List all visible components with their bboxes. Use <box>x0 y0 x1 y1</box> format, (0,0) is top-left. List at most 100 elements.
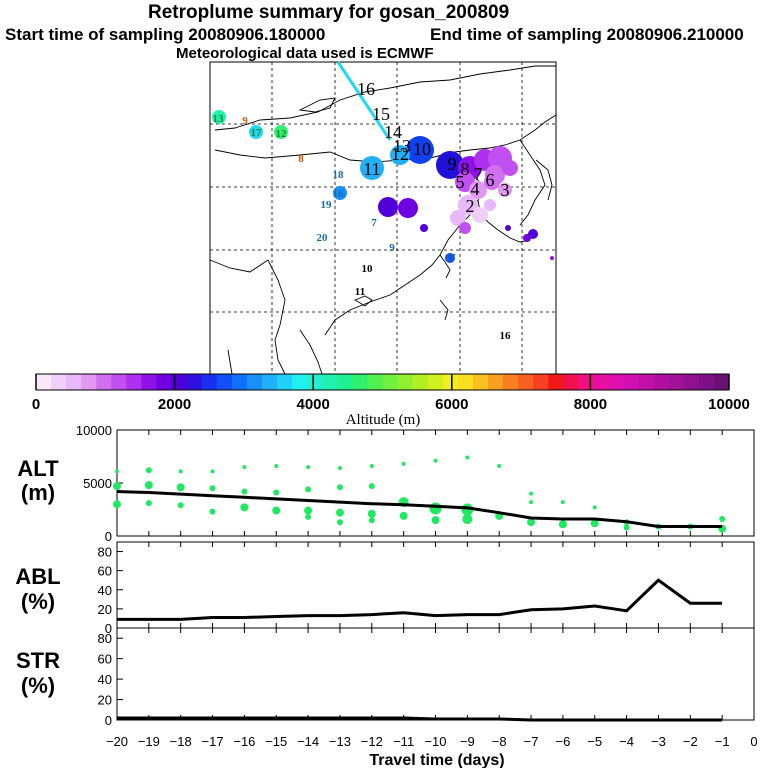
plume-label-13: 4 <box>471 179 480 199</box>
colorbar-tick-label-10000: 10000 <box>708 396 750 413</box>
colorbar-cell-41 <box>638 374 655 390</box>
colorbar-tick-label-4000: 4000 <box>297 396 330 413</box>
colorbar-cell-46 <box>713 374 730 390</box>
figure-title: Retroplume summary for gosan_200809 <box>148 2 510 23</box>
alt-point-25 <box>335 508 344 517</box>
met-data-label: Meteorological data used is ECMWF <box>176 45 434 62</box>
str-xtick-label-14: −7 <box>524 734 539 749</box>
colorbar-cell-7 <box>126 374 142 390</box>
plume-label-26: 9 <box>389 242 395 254</box>
alt-point-33 <box>399 511 408 520</box>
plume-label-3: 14 <box>384 122 402 142</box>
travel-time-xlabel: Travel time (days) <box>369 752 504 768</box>
colorbar-xlabel: Altitude (m) <box>346 412 421 428</box>
colorbar-cell-5 <box>96 374 112 390</box>
plume-track-line <box>336 61 392 141</box>
plume-circle-3 <box>360 156 384 180</box>
alt-point-15 <box>240 503 249 512</box>
plume-label-8: 9 <box>448 154 457 174</box>
str-panel-unit: (%) <box>21 673 55 698</box>
colorbar-cell-12 <box>201 374 218 390</box>
alt-point-14 <box>241 488 248 495</box>
str-frame <box>116 627 755 721</box>
abl-panel-label: ABL <box>15 564 60 589</box>
colorbar-cell-3 <box>66 374 82 390</box>
str-xtick-label-2: −19 <box>138 734 160 749</box>
alt-mean-line <box>116 490 723 528</box>
alt-point-30 <box>368 517 375 524</box>
alt-panel-label: ALT <box>17 456 59 481</box>
str-ytick-label-60: 60 <box>98 652 112 667</box>
alt-point-47 <box>592 505 597 510</box>
plume-circle-12 <box>502 160 518 176</box>
plume-circle-18 <box>459 222 471 234</box>
alt-point-1 <box>115 469 119 474</box>
plume-label-16: 13 <box>213 113 225 125</box>
plume-circle-1 <box>406 136 434 164</box>
plume-circle-16 <box>450 210 466 226</box>
abl-ytick-label-80: 80 <box>98 545 112 560</box>
str-xtick-label-17: −4 <box>619 734 634 749</box>
altitude-colorbar: 0 2000 4000 6000 8000 10000 Altitude (m) <box>32 373 750 428</box>
alt-point-3 <box>113 500 121 509</box>
plume-label-1: 16 <box>357 79 375 99</box>
alt-point-46 <box>558 520 567 529</box>
abl-frame <box>116 541 755 629</box>
alt-point-12 <box>209 508 216 515</box>
plume-circle-17 <box>484 199 496 211</box>
colorbar-cell-29 <box>457 374 474 390</box>
alt-point-29 <box>367 509 376 518</box>
plume-circle-29 <box>505 225 511 231</box>
alt-point-31 <box>401 461 406 466</box>
plume-label-29: 16 <box>500 330 512 342</box>
str-xtick-label-11: −10 <box>424 734 446 749</box>
str-xtick-label-4: −17 <box>202 734 224 749</box>
colorbar-tick-label-8000: 8000 <box>574 396 607 413</box>
plume-circle-24 <box>212 110 226 124</box>
str-xtick-label-1: −20 <box>106 734 128 749</box>
colorbar-cell-37 <box>578 374 594 390</box>
str-xtick-label-8: −13 <box>329 734 351 749</box>
plume-circle-15 <box>472 207 488 223</box>
plume-label-22: 16 <box>333 188 345 200</box>
alt-point-45 <box>560 500 565 505</box>
plume-circle-10 <box>469 181 487 199</box>
alt-point-39 <box>462 514 473 525</box>
colorbar-tick-label-2000: 2000 <box>158 396 191 413</box>
str-panel-label: STR <box>16 648 60 673</box>
abl-ytick-label-20: 20 <box>98 602 112 617</box>
colorbar-cell-22 <box>352 374 368 390</box>
str-xtick-label-10: −11 <box>393 734 414 749</box>
str-xtick-label-6: −15 <box>265 734 287 749</box>
colorbar-cell-39 <box>608 374 625 390</box>
alt-point-22 <box>305 513 312 520</box>
plume-circle-19 <box>378 197 398 217</box>
colorbar-cell-30 <box>472 374 489 390</box>
alt-point-6 <box>145 500 152 507</box>
colorbar-cell-15 <box>246 374 263 390</box>
alt-point-19 <box>306 465 311 470</box>
abl-panel: 0 20 40 60 80 <box>98 541 755 636</box>
colorbar-cell-25 <box>397 374 414 390</box>
abl-panel-unit: (%) <box>21 589 55 614</box>
colorbar-cell-26 <box>412 374 429 390</box>
plume-circle-30 <box>550 256 554 260</box>
colorbar-tick-label-6000: 6000 <box>435 396 468 413</box>
plume-circle-14 <box>458 195 478 215</box>
colorbar-cell-43 <box>668 374 685 390</box>
alt-point-24 <box>336 484 343 491</box>
alt-point-43 <box>529 500 534 505</box>
colorbar-cell-28 <box>442 374 459 390</box>
plume-circle-13 <box>498 183 512 197</box>
plume-label-17: 9 <box>242 115 248 127</box>
alt-point-50 <box>623 524 630 531</box>
colorbar-cell-14 <box>231 374 248 390</box>
alt-point-36 <box>431 516 440 525</box>
colorbar-cell-40 <box>623 374 640 390</box>
alt-point-34 <box>433 458 438 463</box>
str-xtick-label-12: −9 <box>460 734 475 749</box>
str-xtick-label-3: −18 <box>170 734 192 749</box>
